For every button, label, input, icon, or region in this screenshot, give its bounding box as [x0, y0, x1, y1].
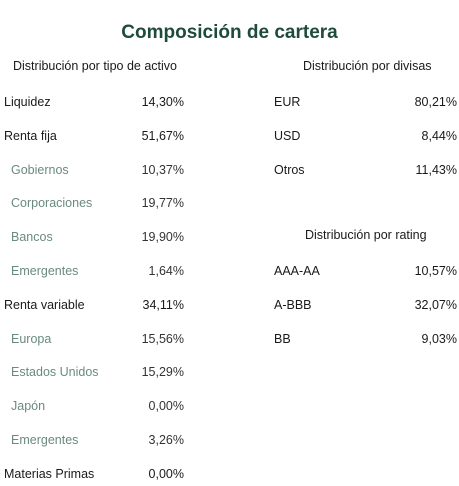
row-value: 80,21% — [414, 95, 457, 109]
row-label: Japón — [11, 399, 46, 414]
row-value: 10,57% — [414, 264, 457, 278]
row-value: 10,37% — [141, 162, 184, 177]
table-row: Corporaciones 19,77% — [4, 193, 184, 213]
table-row: USD 8,44% — [274, 126, 457, 146]
row-label: EUR — [274, 95, 301, 109]
table-row: Renta variable 34,11% — [4, 295, 184, 315]
row-value: 34,11% — [142, 297, 184, 312]
table-row: Gobiernos 10,37% — [4, 160, 184, 180]
row-value: 8,44% — [421, 128, 457, 143]
row-label: Materias Primas — [4, 466, 95, 481]
table-row: A-BBB 32,07% — [274, 295, 457, 315]
table-row: BB 9,03% — [274, 329, 457, 349]
row-label: Emergentes — [11, 264, 79, 278]
row-label: Liquidez — [4, 95, 51, 109]
row-value: 3,26% — [148, 433, 184, 447]
row-label: Renta fija — [4, 128, 57, 143]
row-label: Otros — [274, 162, 305, 177]
row-label: BB — [274, 331, 291, 346]
row-value: 1,64% — [148, 264, 184, 278]
currency-distribution-heading: Distribución por divisas — [303, 59, 432, 73]
row-value: 19,90% — [141, 230, 184, 245]
table-row: Materias Primas 0,00% — [4, 464, 184, 484]
table-row: EUR 80,21% — [274, 92, 457, 112]
row-value: 19,77% — [141, 196, 184, 211]
row-value: 11,43% — [415, 162, 457, 177]
page-title: Composición de cartera — [121, 22, 338, 43]
table-row: Liquidez 14,30% — [4, 92, 184, 112]
row-label: Emergentes — [11, 433, 79, 447]
row-label: Bancos — [11, 230, 53, 245]
rating-distribution-heading: Distribución por rating — [305, 228, 427, 242]
table-row: Europa 15,56% — [4, 329, 184, 349]
table-row: Emergentes 3,26% — [4, 430, 184, 450]
table-row: Bancos 19,90% — [4, 227, 184, 247]
row-label: Corporaciones — [11, 196, 93, 211]
row-value: 0,00% — [148, 399, 184, 414]
asset-distribution-heading: Distribución por tipo de activo — [13, 59, 177, 73]
row-label: Estados Unidos — [11, 365, 99, 380]
table-row: Renta fija 51,67% — [4, 126, 184, 146]
row-value: 32,07% — [414, 297, 457, 312]
row-value: 15,56% — [141, 331, 184, 346]
row-value: 14,30% — [141, 95, 184, 109]
row-value: 0,00% — [148, 466, 184, 481]
table-row: Japón 0,00% — [4, 396, 184, 416]
row-label: A-BBB — [274, 297, 312, 312]
table-row: Otros 11,43% — [274, 160, 457, 180]
table-row: AAA-AA 10,57% — [274, 261, 457, 281]
table-row: Estados Unidos 15,29% — [4, 362, 184, 382]
row-label: Renta variable — [4, 297, 85, 312]
row-label: Gobiernos — [11, 162, 69, 177]
row-label: AAA-AA — [274, 264, 320, 278]
row-label: USD — [274, 128, 301, 143]
row-value: 15,29% — [141, 365, 184, 380]
row-value: 9,03% — [421, 331, 457, 346]
table-row: Emergentes 1,64% — [4, 261, 184, 281]
row-label: Europa — [11, 331, 52, 346]
row-value: 51,67% — [141, 128, 184, 143]
